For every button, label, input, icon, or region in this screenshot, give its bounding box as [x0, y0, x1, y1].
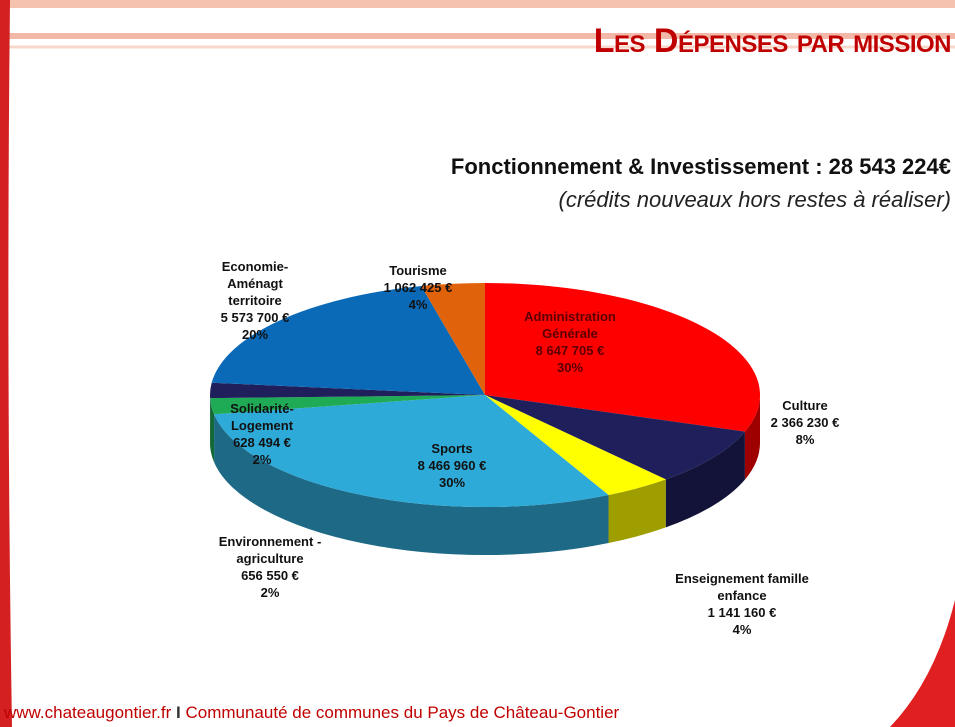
value-label: 8 647 705 €	[535, 343, 605, 358]
category-label: Enseignement famille enfance	[675, 571, 809, 603]
slice	[485, 395, 666, 496]
slice-side	[665, 431, 745, 528]
category-label: Tourisme	[389, 263, 447, 278]
slice	[210, 382, 485, 399]
percent-label: 4%	[408, 297, 428, 312]
category-label: Solidarité-Logement	[230, 401, 294, 433]
slice-side	[608, 479, 666, 544]
value-label: 2 366 230 €	[770, 415, 840, 430]
footer-org: Communauté de communes du Pays de Châtea…	[185, 703, 620, 722]
slice-label: Tourisme 1 062 425 € 4%	[343, 262, 493, 313]
slice-label: Environnement - agriculture 656 550 € 2%	[210, 533, 330, 601]
value-label: 656 550 €	[241, 568, 299, 583]
top-band	[0, 0, 955, 8]
value-label: 8 466 960 €	[417, 458, 487, 473]
slice	[485, 283, 760, 432]
value-label: 1 141 160 €	[707, 605, 777, 620]
percent-label: 20%	[241, 327, 269, 342]
percent-label: 2%	[252, 452, 272, 467]
slice-label: Administration Générale 8 647 705 € 30%	[510, 308, 630, 376]
value-label: 1 062 425 €	[383, 280, 453, 295]
value-label: 5 573 700 €	[220, 310, 290, 325]
slice-side	[744, 395, 760, 480]
slice-side	[210, 398, 215, 463]
slice-label: Solidarité-Logement 628 494 € 2%	[202, 400, 322, 468]
category-label: Sports	[431, 441, 473, 456]
chart-subtitle: (crédits nouveaux hors restes à réaliser…	[558, 187, 952, 212]
percent-label: 8%	[795, 432, 815, 447]
left-edge	[0, 0, 12, 727]
corner	[890, 600, 955, 727]
percent-label: 4%	[732, 622, 752, 637]
percent-label: 30%	[438, 475, 466, 490]
percent-label: 2%	[260, 585, 280, 600]
slice	[485, 395, 745, 480]
category-label: Environnement - agriculture	[218, 534, 322, 566]
value-label: 628 494 €	[233, 435, 291, 450]
slice-label: Economie-Aménagt territoire 5 573 700 € 20…	[200, 258, 310, 343]
category-label: Administration Générale	[524, 309, 616, 341]
slice	[210, 395, 486, 415]
slice	[211, 286, 485, 395]
slice-side	[214, 414, 609, 555]
slide-title: Les Dépenses par mission	[593, 22, 952, 60]
slice-label: Sports 8 466 960 € 30%	[377, 440, 527, 491]
percent-label: 30%	[556, 360, 584, 375]
category-label: Economie-Aménagt territoire	[221, 259, 289, 308]
slice-label: Culture 2 366 230 € 8%	[730, 397, 880, 448]
category-label: Culture	[782, 398, 828, 413]
footer: www.chateaugontier.fr I Communauté de co…	[4, 703, 620, 722]
chart-title: Fonctionnement & Investissement : 28 543…	[450, 154, 951, 179]
slice-label: Enseignement famille enfance 1 141 160 € 4…	[667, 570, 817, 638]
footer-site: www.chateaugontier.fr	[4, 703, 172, 722]
slice	[421, 283, 485, 395]
slice	[214, 395, 609, 508]
